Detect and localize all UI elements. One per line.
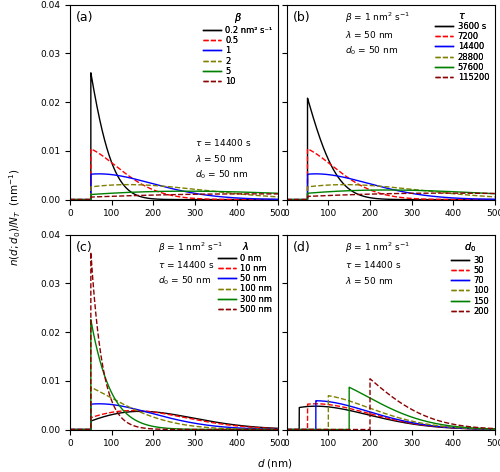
Text: (c): (c) xyxy=(76,241,93,253)
Legend: 0.2 nm² s⁻¹, 0.5, 1, 2, 5, 10: 0.2 nm² s⁻¹, 0.5, 1, 2, 5, 10 xyxy=(201,9,274,88)
Legend: 0 nm, 10 nm, 50 nm, 100 nm, 300 nm, 500 nm: 0 nm, 10 nm, 50 nm, 100 nm, 300 nm, 500 … xyxy=(216,239,274,316)
Text: $\beta$ = 1 nm$^2$ s$^{-1}$
$\tau$ = 14400 s
$d_0$ = 50 nm: $\beta$ = 1 nm$^2$ s$^{-1}$ $\tau$ = 144… xyxy=(158,241,222,287)
Text: $d$ (nm): $d$ (nm) xyxy=(257,456,293,470)
Text: (b): (b) xyxy=(293,10,310,24)
Text: $\beta$ = 1 nm$^2$ s$^{-1}$
$\tau$ = 14400 s
$\lambda$ = 50 nm: $\beta$ = 1 nm$^2$ s$^{-1}$ $\tau$ = 144… xyxy=(345,241,410,286)
Text: (d): (d) xyxy=(293,241,310,253)
Legend: 30, 50, 70, 100, 150, 200: 30, 50, 70, 100, 150, 200 xyxy=(449,239,491,318)
Legend: 3600 s, 7200, 14400, 28800, 57600, 115200: 3600 s, 7200, 14400, 28800, 57600, 11520… xyxy=(434,9,491,84)
Text: $n(d;d_0)/N_T$  (nm$^{-1}$): $n(d;d_0)/N_T$ (nm$^{-1}$) xyxy=(8,168,23,266)
Text: $\beta$ = 1 nm$^2$ s$^{-1}$
$\lambda$ = 50 nm
$d_0$ = 50 nm: $\beta$ = 1 nm$^2$ s$^{-1}$ $\lambda$ = … xyxy=(345,10,410,58)
Text: $\tau$ = 14400 s
$\lambda$ = 50 nm
$d_0$ = 50 nm: $\tau$ = 14400 s $\lambda$ = 50 nm $d_0$… xyxy=(195,137,252,181)
Text: (a): (a) xyxy=(76,10,94,24)
